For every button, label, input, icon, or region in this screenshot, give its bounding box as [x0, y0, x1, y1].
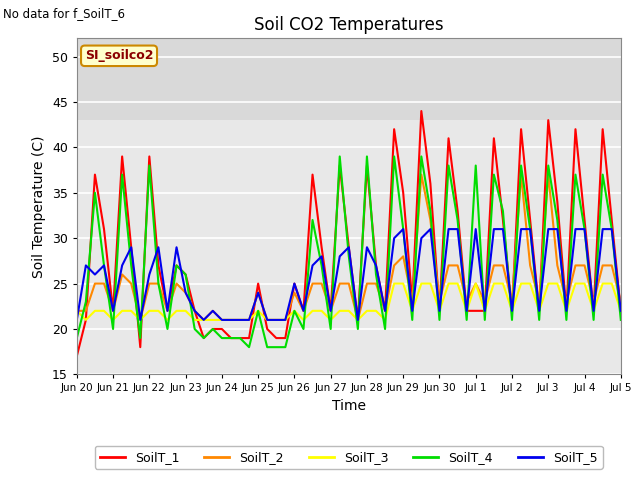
SoilT_4	[417, 154, 425, 159]
SoilT_4	[200, 335, 207, 341]
SoilT_3	[82, 317, 90, 323]
Text: No data for f_SoilT_6: No data for f_SoilT_6	[3, 7, 125, 20]
SoilT_1	[264, 326, 271, 332]
SoilT_5	[73, 317, 81, 323]
SoilT_1	[73, 353, 81, 359]
SoilT_2	[372, 281, 380, 287]
SoilT_3	[617, 308, 625, 314]
Line: SoilT_5: SoilT_5	[77, 229, 621, 320]
SoilT_3	[372, 308, 380, 314]
SoilT_4	[617, 317, 625, 323]
SoilT_5	[554, 226, 561, 232]
SoilT_3	[417, 281, 425, 287]
Y-axis label: Soil Temperature (C): Soil Temperature (C)	[32, 135, 46, 277]
SoilT_5	[399, 226, 407, 232]
SoilT_4	[273, 344, 280, 350]
Line: SoilT_4: SoilT_4	[77, 156, 621, 347]
SoilT_2	[417, 172, 425, 178]
SoilT_2	[209, 308, 216, 314]
X-axis label: Time: Time	[332, 399, 366, 413]
Title: Soil CO2 Temperatures: Soil CO2 Temperatures	[254, 16, 444, 34]
SoilT_2	[408, 299, 416, 305]
Line: SoilT_1: SoilT_1	[77, 111, 621, 356]
SoilT_2	[73, 308, 81, 314]
SoilT_1	[363, 163, 371, 168]
SoilT_5	[264, 317, 271, 323]
SoilT_3	[191, 317, 198, 323]
SoilT_2	[617, 299, 625, 305]
SoilT_3	[209, 317, 216, 323]
SoilT_4	[245, 344, 253, 350]
SoilT_1	[617, 308, 625, 314]
SoilT_2	[563, 299, 570, 305]
Text: SI_soilco2: SI_soilco2	[84, 49, 153, 62]
SoilT_1	[399, 190, 407, 196]
SoilT_3	[563, 308, 570, 314]
SoilT_1	[200, 335, 207, 341]
SoilT_4	[336, 154, 344, 159]
SoilT_4	[73, 335, 81, 341]
SoilT_4	[563, 317, 570, 323]
SoilT_5	[200, 317, 207, 323]
SoilT_2	[191, 308, 198, 314]
SoilT_5	[363, 244, 371, 250]
SoilT_3	[390, 281, 398, 287]
SoilT_2	[136, 317, 144, 323]
SoilT_4	[182, 272, 189, 277]
Line: SoilT_3: SoilT_3	[77, 284, 621, 320]
SoilT_1	[554, 199, 561, 205]
SoilT_5	[617, 308, 625, 314]
SoilT_1	[417, 108, 425, 114]
SoilT_3	[273, 317, 280, 323]
Bar	[77, 38, 621, 120]
SoilT_1	[182, 272, 189, 277]
SoilT_2	[273, 317, 280, 323]
Line: SoilT_2: SoilT_2	[77, 175, 621, 320]
SoilT_5	[408, 308, 416, 314]
SoilT_4	[381, 326, 389, 332]
Legend: SoilT_1, SoilT_2, SoilT_3, SoilT_4, SoilT_5: SoilT_1, SoilT_2, SoilT_3, SoilT_4, Soil…	[95, 446, 603, 469]
SoilT_5	[182, 290, 189, 296]
SoilT_3	[73, 308, 81, 314]
